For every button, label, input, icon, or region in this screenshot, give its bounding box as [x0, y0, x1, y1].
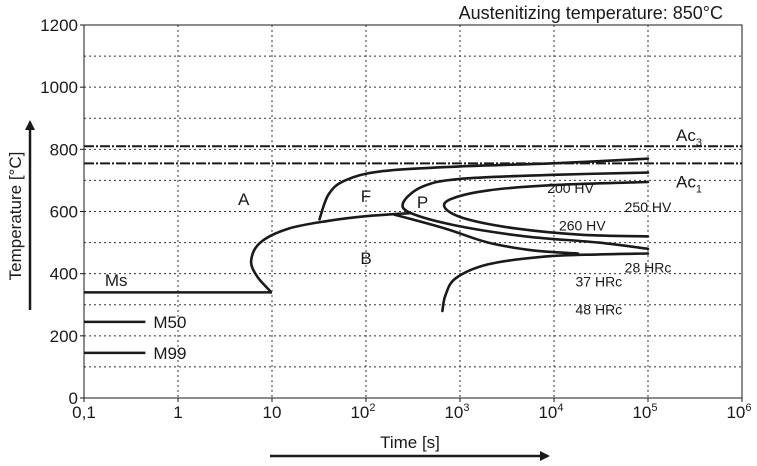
- x-tick-label: 103: [444, 402, 469, 422]
- curve-pearlite-start: [401, 171, 650, 251]
- curve-bainite-start: [249, 211, 413, 293]
- x-tick-label: 105: [632, 402, 657, 422]
- region-label: A: [238, 190, 250, 209]
- hardness-label: 48 HRc: [576, 301, 623, 317]
- y-tick-label: 0: [69, 389, 78, 408]
- x-tick-label: 10: [263, 403, 282, 422]
- y-axis-label: Temperature [°C]: [6, 152, 25, 281]
- grid-lines: [84, 25, 742, 398]
- x-axis-label: Time [s]: [380, 433, 440, 452]
- region-label: P: [417, 193, 428, 212]
- y-tick-labels: 0 200 400 600 800 1000 1200: [40, 16, 84, 408]
- label-m99: M99: [153, 344, 186, 363]
- hardness-label: 250 HV: [625, 199, 672, 215]
- hardness-label: 200 HV: [547, 180, 594, 196]
- curve-ferrite-start: [318, 157, 650, 221]
- label-ac3: Ac3: [676, 126, 702, 149]
- curve-bainite-lower: [441, 252, 650, 313]
- x-tick-labels: 0,1 1 10 102 103 104 105 106: [72, 398, 752, 422]
- x-tick-label: 104: [538, 402, 563, 422]
- y-tick-label: 800: [50, 140, 78, 159]
- region-label: Ms: [105, 271, 128, 290]
- hardness-label: 260 HV: [559, 217, 606, 233]
- hardness-label: 28 HRc: [625, 259, 672, 275]
- x-tick-label: 1: [173, 403, 182, 422]
- region-label: F: [361, 187, 371, 206]
- y-tick-label: 600: [50, 203, 78, 222]
- reference-lines: Ac3 Ac1 M50 M99: [84, 126, 742, 363]
- hardness-label: 37 HRc: [576, 273, 623, 289]
- label-ac1: Ac1: [676, 172, 702, 195]
- y-tick-label: 1000: [40, 78, 78, 97]
- curve-pearlite-finish: [442, 180, 650, 238]
- y-tick-label: 1200: [40, 16, 78, 35]
- label-m50: M50: [153, 313, 186, 332]
- y-tick-label: 400: [50, 265, 78, 284]
- transformation-curves: [249, 157, 650, 313]
- chart-title: Austenitizing temperature: 850°C: [459, 3, 723, 23]
- region-label: B: [360, 249, 371, 268]
- curve-bainite-finish: [393, 213, 580, 255]
- x-tick-label: 106: [726, 402, 751, 422]
- x-tick-label: 0,1: [72, 403, 96, 422]
- y-tick-label: 200: [50, 327, 78, 346]
- x-tick-label: 102: [350, 402, 375, 422]
